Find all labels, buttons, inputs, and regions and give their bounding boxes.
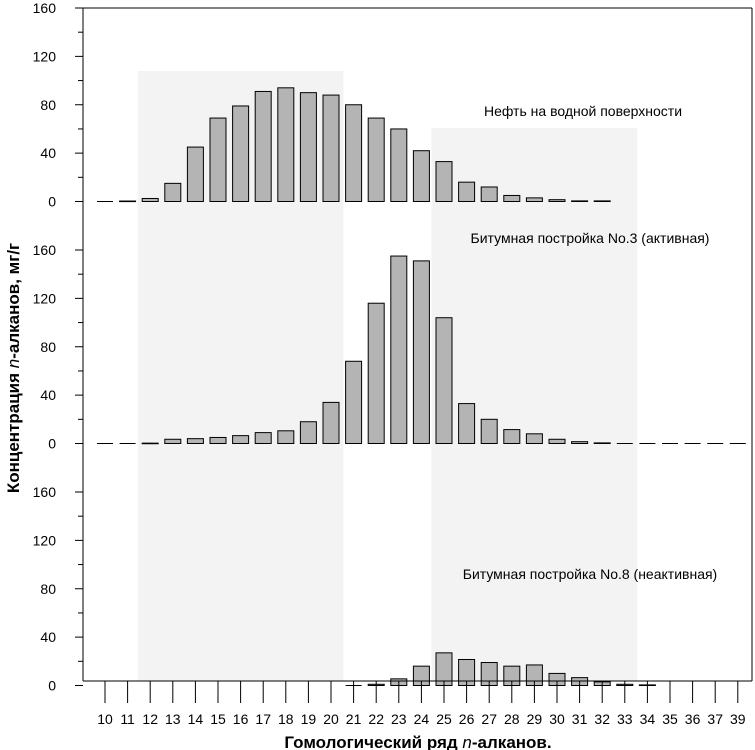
x-tick-label: 14: [188, 711, 204, 727]
x-tick-label: 28: [504, 711, 520, 727]
x-tick-label: 35: [662, 711, 678, 727]
bar-2-14: [186, 438, 204, 445]
bar-1-29: [525, 197, 543, 202]
axes: [75, 7, 753, 703]
y-axis-title-part-3: -алканов, мг/г: [4, 243, 23, 359]
bar-2-24: [412, 260, 430, 444]
y-tick-label: 40: [40, 145, 56, 161]
y-tick-label: 0: [48, 678, 56, 694]
bar-1-14: [186, 146, 204, 202]
bar-1-21: [345, 104, 363, 202]
bar-2-22: [367, 302, 385, 444]
bar-1-17: [254, 90, 272, 202]
x-axis-title-part-2: n: [462, 733, 471, 750]
bar-2-23: [390, 255, 408, 444]
x-tick-label: 26: [459, 711, 475, 727]
x-tick-label: 24: [414, 711, 430, 727]
x-tick-label: 13: [165, 711, 181, 727]
y-tick-label: 120: [33, 48, 57, 64]
y-axis-title-part-1: Концентрация: [4, 368, 23, 493]
x-tick-label: 37: [707, 711, 723, 727]
y-tick-label: 160: [33, 484, 57, 500]
x-tick-label: 10: [97, 711, 113, 727]
bar-1-30: [548, 199, 566, 203]
x-tick-label: 23: [391, 711, 407, 727]
x-tick-label: 12: [142, 711, 158, 727]
x-tick-label: 21: [346, 711, 362, 727]
x-tick-label: 33: [617, 711, 633, 727]
x-tick-label: 11: [120, 711, 135, 727]
bar-2-26: [458, 403, 476, 445]
tick-labels: 0 40 80 120 160 0 40 80 120 160 0 40 80 120 160 10 11 12 1…: [33, 0, 746, 727]
x-tick-label: 25: [436, 711, 452, 727]
y-tick-label: 40: [40, 629, 56, 645]
x-tick-label: 31: [572, 711, 588, 727]
bar-2-13: [164, 438, 182, 444]
series-title-1: Нефть на водной поверхности: [484, 103, 682, 119]
bars-layer: [119, 87, 656, 687]
bar-1-16: [232, 105, 250, 202]
bar-2-17: [254, 432, 272, 445]
bar-2-20: [322, 401, 340, 445]
bar-1-24: [412, 150, 430, 203]
x-tick-label: 20: [323, 711, 339, 727]
y-axis-title: Концентрация n-алканов, мг/г: [4, 243, 23, 493]
x-tick-label: 16: [233, 711, 249, 727]
bar-1-18: [277, 87, 295, 202]
bar-2-19: [299, 421, 317, 445]
x-tick-label: 30: [549, 711, 565, 727]
y-tick-label: 40: [40, 387, 56, 403]
y-axis-title-part-2: n: [4, 359, 23, 368]
bar-2-29: [525, 433, 543, 445]
y-tick-label: 0: [48, 436, 56, 452]
x-tick-label: 19: [301, 711, 317, 727]
bar-2-27: [480, 418, 498, 444]
x-tick-label: 18: [278, 711, 294, 727]
y-tick-label: 80: [40, 581, 56, 597]
y-tick-label: 80: [40, 97, 56, 113]
x-tick-label: 15: [210, 711, 226, 727]
x-tick-label: 17: [255, 711, 271, 727]
bar-1-12: [141, 197, 159, 202]
bar-1-28: [503, 194, 521, 202]
y-tick-label: 120: [33, 290, 57, 306]
x-tick-label: 39: [730, 711, 746, 727]
y-tick-label: 120: [33, 532, 57, 548]
bar-1-27: [480, 186, 498, 203]
bar-1-13: [164, 182, 182, 202]
bar-1-19: [299, 92, 317, 202]
x-tick-label: 36: [685, 711, 701, 727]
x-tick-label: 29: [527, 711, 543, 727]
y-tick-label: 160: [33, 0, 57, 16]
bar-1-20: [322, 94, 340, 202]
bar-2-21: [345, 360, 363, 445]
bar-1-23: [390, 128, 408, 202]
bar-2-31: [571, 441, 589, 445]
x-tick-label: 34: [640, 711, 656, 727]
series-title-2: Битумная постройка No.3 (активная): [471, 230, 710, 246]
y-tick-label: 160: [33, 242, 57, 258]
bar-1-15: [209, 117, 227, 202]
series-titles: Нефть на водной поверхности Битумная пост…: [463, 103, 717, 582]
x-axis-title-part-1: Гомологический ряд: [284, 733, 462, 750]
bar-2-25: [435, 317, 453, 445]
bar-1-26: [458, 181, 476, 202]
x-tick-label: 22: [368, 711, 384, 727]
y-tick-label: 80: [40, 339, 56, 355]
x-axis-title-part-3: -алканов.: [472, 733, 552, 750]
y-tick-label: 0: [48, 194, 56, 210]
bar-2-15: [209, 436, 227, 444]
bar-1-25: [435, 161, 453, 202]
x-tick-label: 32: [594, 711, 610, 727]
bar-2-28: [503, 429, 521, 445]
x-tick-label: 27: [481, 711, 497, 727]
bar-2-30: [548, 438, 566, 444]
bar-1-22: [367, 117, 385, 202]
bar-2-16: [232, 435, 250, 445]
series-title-3: Битумная постройка No.8 (неактивная): [463, 566, 717, 582]
bar-2-18: [277, 430, 295, 445]
x-axis-title: Гомологический ряд n-алканов.: [284, 733, 551, 750]
